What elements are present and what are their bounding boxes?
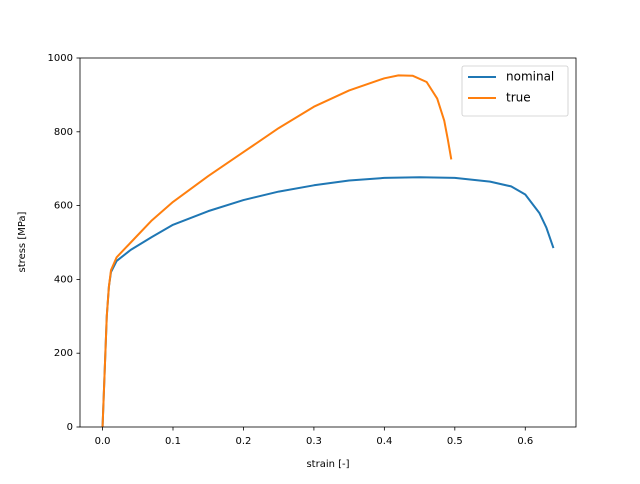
x-tick-label: 0.5 — [447, 436, 463, 447]
x-tick-label: 0.4 — [376, 436, 392, 447]
y-tick-label: 400 — [54, 274, 73, 285]
x-tick-label: 0.6 — [517, 436, 533, 447]
x-tick-label: 0.2 — [236, 436, 252, 447]
data-line — [101, 74, 453, 428]
y-tick-label: 600 — [54, 201, 73, 212]
y-tick-label: 1000 — [48, 53, 73, 64]
x-axis-label: strain [-] — [306, 459, 349, 470]
plot-frame — [79, 57, 577, 428]
y-tick-label: 0 — [67, 422, 73, 433]
legend-box — [461, 65, 569, 117]
x-tick-label: 0.3 — [306, 436, 322, 447]
y-axis-label: stress [MPa] — [17, 211, 28, 272]
x-tick-label: 0.1 — [165, 436, 181, 447]
x-tick-label: 0.0 — [95, 436, 111, 447]
legend-label: true — [506, 91, 531, 105]
legend-label: nominal — [506, 70, 554, 84]
y-tick-label: 800 — [54, 127, 73, 138]
y-tick-label: 200 — [54, 348, 73, 359]
